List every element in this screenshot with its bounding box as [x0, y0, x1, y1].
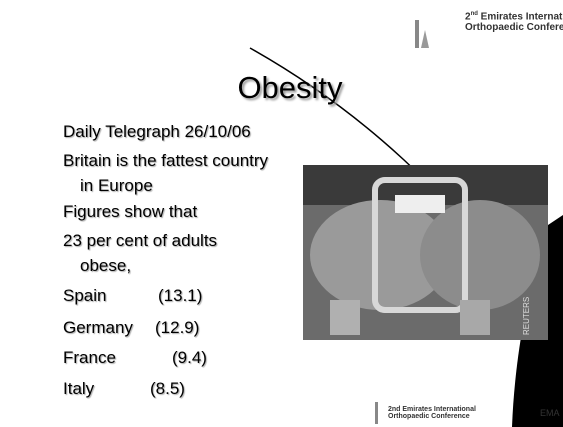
slide-title: Obesity [0, 70, 563, 106]
row-value: (8.5) [150, 379, 185, 399]
bullet: 23 per cent of adults obese, [63, 228, 260, 278]
row-country: France [63, 348, 116, 368]
logo-text: Orthopaedic Conference [465, 22, 563, 33]
slide: 2nd Emirates InternationalOrthopaedic Co… [0, 0, 563, 427]
bullet: Daily Telegraph 26/10/06 [63, 122, 251, 142]
row-country: Spain [63, 286, 106, 306]
logo-text: Orthopaedic Conference [388, 413, 470, 420]
row-country: Germany [63, 318, 133, 338]
photo-credit: REUTERS [522, 297, 531, 335]
bullet: Britain is the fattest country in Europe [63, 148, 270, 198]
footer-logo-right: EMA [540, 408, 560, 418]
logo-text: 2nd Emirates International [388, 406, 476, 413]
logo-text: nd [471, 11, 478, 17]
row-value: (12.9) [155, 318, 199, 338]
bullet: Figures show that [63, 202, 197, 222]
row-value: (13.1) [158, 286, 202, 306]
logo-text: Emirates International [478, 11, 563, 22]
row-country: Italy [63, 379, 94, 399]
row-value: (9.4) [172, 348, 207, 368]
